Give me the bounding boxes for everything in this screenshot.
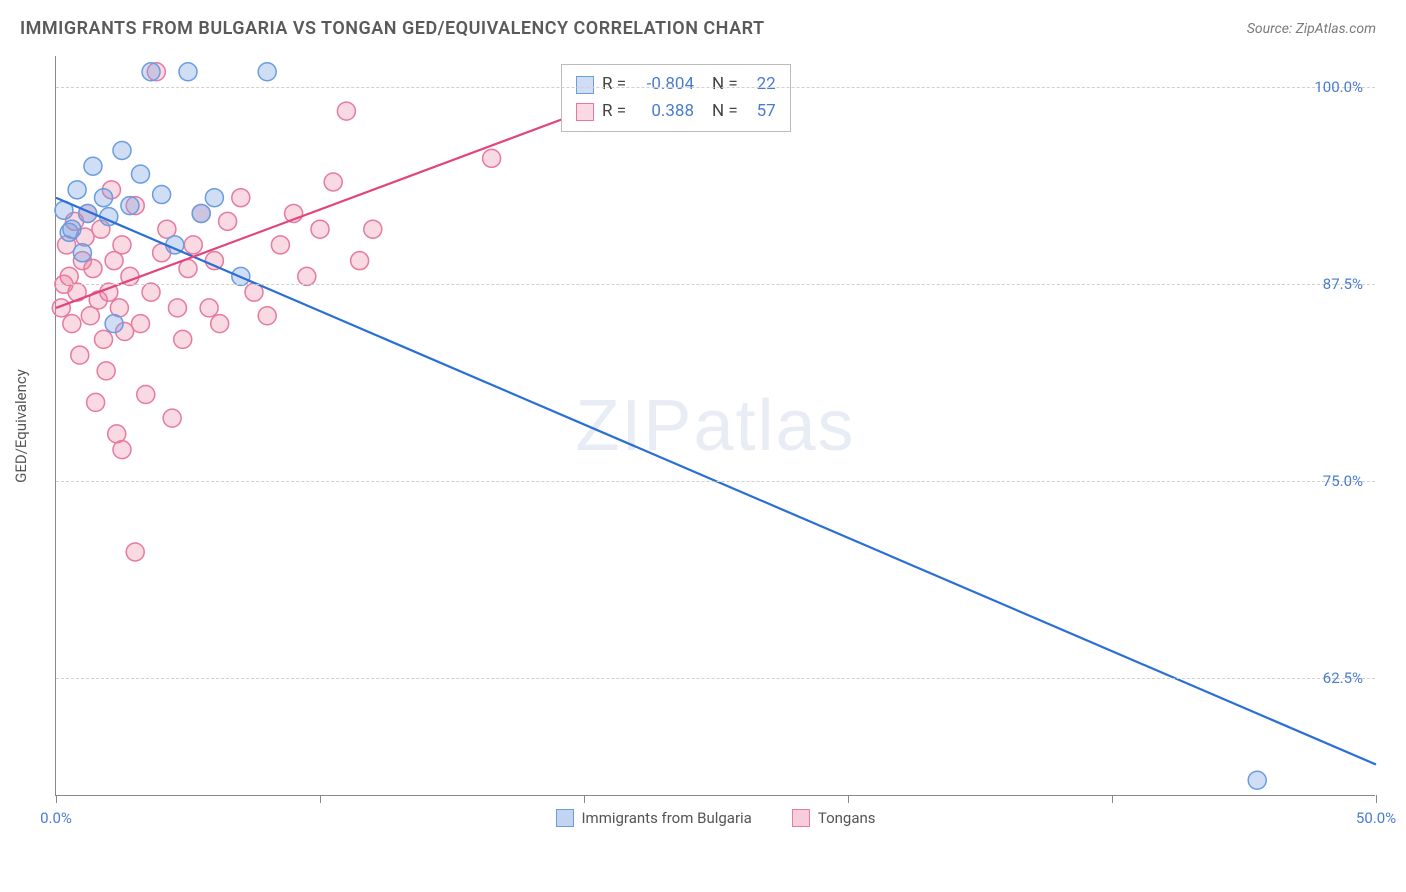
data-point (298, 267, 316, 285)
scatter-svg (56, 56, 1375, 795)
legend-label: Immigrants from Bulgaria (581, 809, 751, 827)
xtick (1112, 795, 1113, 803)
xtick (584, 795, 585, 803)
data-point (142, 63, 160, 81)
data-point (200, 299, 218, 317)
data-point (232, 189, 250, 207)
data-point (84, 260, 102, 278)
stat-r-value: -0.804 (634, 71, 694, 98)
data-point (121, 197, 139, 215)
data-point (337, 102, 355, 120)
data-point (95, 189, 113, 207)
data-point (113, 441, 131, 459)
data-point (97, 362, 115, 380)
data-point (142, 283, 160, 301)
gridline (56, 481, 1375, 482)
stat-r-label: R = (602, 98, 626, 125)
legend-item: Tongans (792, 809, 876, 827)
xtick (1376, 795, 1377, 803)
data-point (163, 409, 181, 427)
data-point (205, 252, 223, 270)
y-axis-label: GED/Equivalency (12, 369, 30, 483)
stat-n-value: 57 (746, 98, 776, 125)
series-swatch-icon (576, 76, 594, 94)
plot-region: GED/Equivalency ZIPatlas R =-0.804N =22R… (55, 56, 1375, 796)
ytick-label: 100.0% (1314, 78, 1363, 96)
data-point (84, 157, 102, 175)
data-point (271, 236, 289, 254)
stat-r-label: R = (602, 71, 626, 98)
data-point (184, 236, 202, 254)
legend-swatch-icon (555, 809, 573, 827)
data-point (71, 346, 89, 364)
stat-n-value: 22 (746, 71, 776, 98)
stat-n-label: N = (712, 71, 738, 98)
chart-area: GED/Equivalency ZIPatlas R =-0.804N =22R… (55, 56, 1375, 796)
data-point (192, 204, 210, 222)
data-point (258, 63, 276, 81)
data-point (258, 307, 276, 325)
data-point (87, 393, 105, 411)
stat-n-label: N = (712, 98, 738, 125)
ytick-label: 75.0% (1323, 472, 1363, 490)
data-point (52, 299, 70, 317)
data-point (137, 386, 155, 404)
data-point (95, 330, 113, 348)
data-point (179, 260, 197, 278)
data-point (174, 330, 192, 348)
data-point (73, 244, 91, 262)
legend-item: Immigrants from Bulgaria (555, 809, 751, 827)
data-point (483, 149, 501, 167)
data-point (205, 189, 223, 207)
ytick-label: 62.5% (1323, 669, 1363, 687)
bottom-legend: Immigrants from Bulgaria Tongans (555, 809, 875, 827)
stats-row: R = 0.388 N = 57 (576, 98, 776, 125)
xtick-label: 50.0% (1356, 809, 1396, 827)
data-point (211, 315, 229, 333)
data-point (1248, 771, 1266, 789)
data-point (364, 220, 382, 238)
legend-label: Tongans (818, 809, 876, 827)
data-point (153, 186, 171, 204)
gridline (56, 284, 1375, 285)
data-point (168, 299, 186, 317)
stat-r-value: 0.388 (634, 98, 694, 125)
data-point (131, 315, 149, 333)
gridline (56, 678, 1375, 679)
chart-title: IMMIGRANTS FROM BULGARIA VS TONGAN GED/E… (20, 18, 765, 39)
ytick-label: 87.5% (1323, 275, 1363, 293)
series-swatch-icon (576, 103, 594, 121)
xtick-label: 0.0% (40, 809, 72, 827)
data-point (131, 165, 149, 183)
stats-row: R = -0.804 N = 22 (576, 71, 776, 98)
data-point (105, 315, 123, 333)
data-point (219, 212, 237, 230)
xtick (320, 795, 321, 803)
data-point (68, 181, 86, 199)
stats-box: R = -0.804 N = 22 R = 0.388 N = 57 (561, 64, 791, 132)
data-point (113, 236, 131, 254)
data-point (126, 543, 144, 561)
data-point (324, 173, 342, 191)
xtick (848, 795, 849, 803)
data-point (113, 141, 131, 159)
source-label: Source: ZipAtlas.com (1247, 21, 1376, 37)
xtick (56, 795, 57, 803)
data-point (63, 220, 81, 238)
data-point (63, 315, 81, 333)
data-point (311, 220, 329, 238)
legend-swatch-icon (792, 809, 810, 827)
data-point (179, 63, 197, 81)
data-point (351, 252, 369, 270)
gridline (56, 87, 1375, 88)
